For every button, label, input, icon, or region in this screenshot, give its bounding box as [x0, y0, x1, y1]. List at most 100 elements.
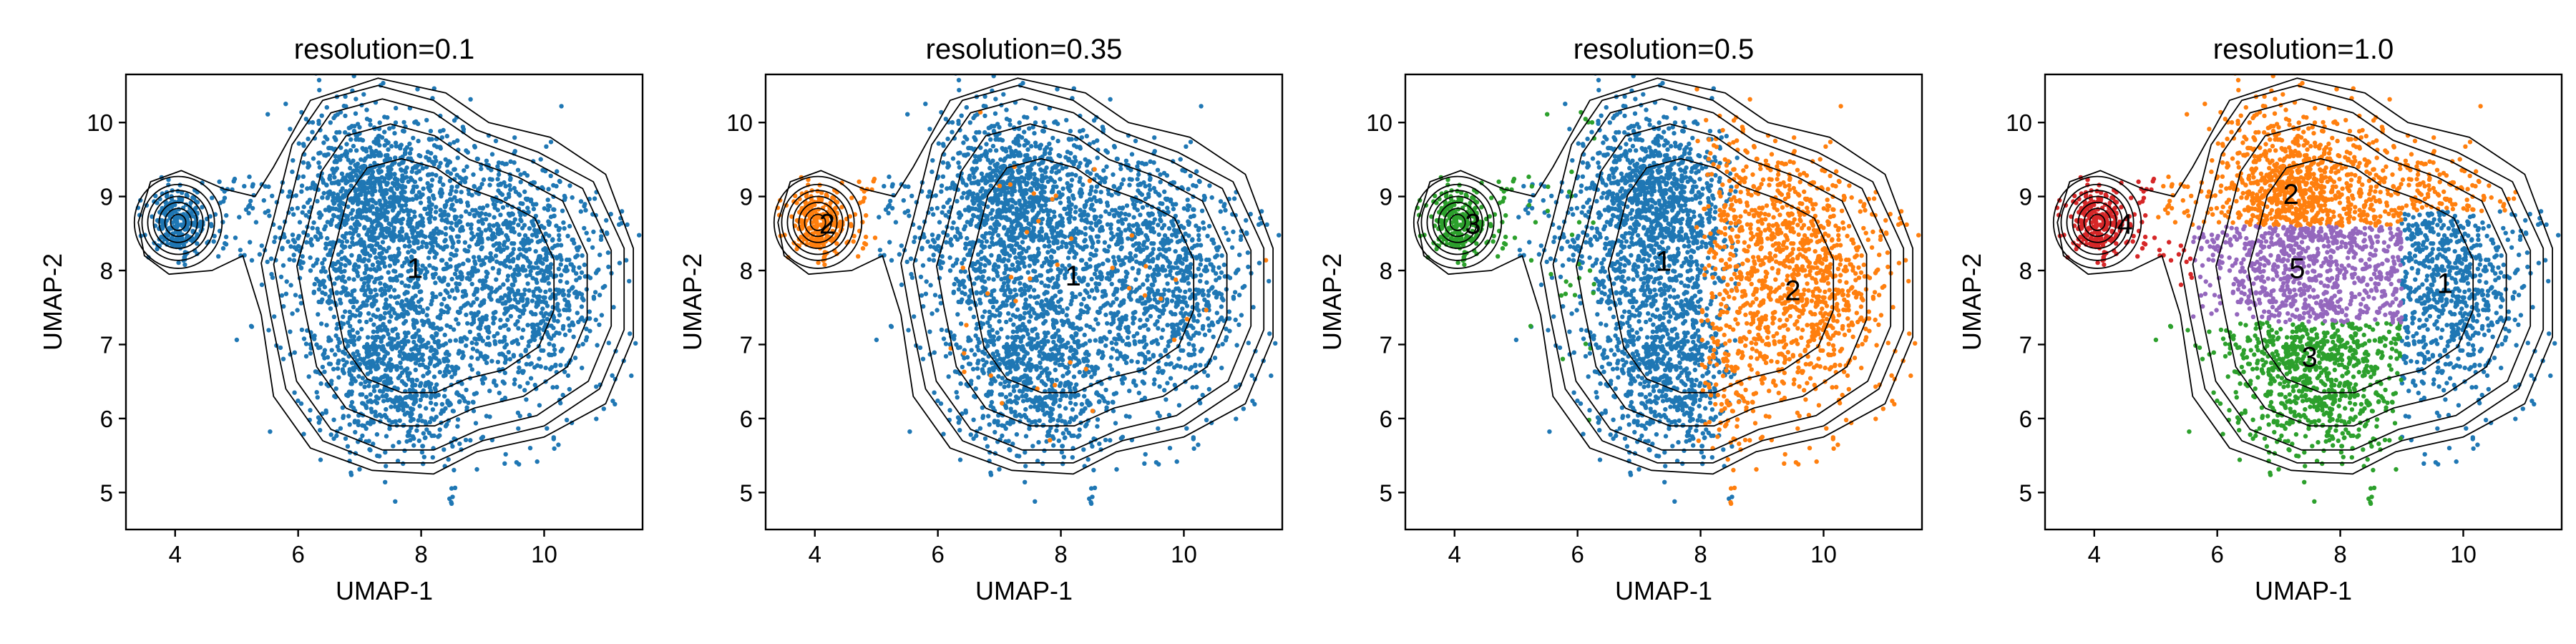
data-point	[324, 323, 329, 328]
data-point	[511, 353, 516, 358]
data-point	[407, 243, 412, 249]
data-point	[529, 361, 534, 366]
data-point	[392, 295, 398, 300]
data-point	[320, 177, 326, 182]
data-point	[476, 219, 482, 224]
data-point	[484, 313, 489, 318]
data-point	[220, 245, 226, 251]
data-point	[1078, 175, 1083, 181]
data-point	[429, 231, 434, 236]
data-point	[369, 168, 374, 173]
data-point	[993, 198, 999, 203]
data-point	[514, 263, 519, 269]
data-point	[391, 203, 396, 208]
data-point	[483, 212, 488, 217]
data-point	[996, 253, 1002, 259]
data-point	[371, 441, 376, 447]
data-point	[977, 155, 982, 160]
data-point	[334, 290, 339, 295]
data-point	[351, 242, 356, 247]
data-point	[994, 133, 1000, 138]
data-point	[991, 168, 996, 173]
data-point	[455, 417, 461, 422]
data-point	[1053, 367, 1058, 373]
data-point	[407, 429, 412, 434]
data-point	[280, 263, 286, 268]
data-point	[464, 343, 469, 348]
data-point	[403, 147, 408, 152]
data-point	[439, 230, 444, 235]
data-point	[1039, 370, 1045, 376]
data-point	[224, 213, 229, 218]
data-point	[379, 339, 384, 344]
data-point	[387, 200, 392, 205]
data-point	[416, 418, 421, 423]
data-point	[388, 165, 393, 170]
data-point	[1015, 177, 1020, 183]
data-point	[384, 406, 389, 412]
data-point	[301, 431, 306, 436]
data-point	[195, 200, 200, 205]
data-point	[493, 253, 499, 258]
data-point	[454, 184, 460, 189]
data-point	[263, 184, 268, 189]
data-point	[1089, 374, 1094, 379]
data-point	[403, 318, 409, 324]
data-point	[591, 294, 596, 300]
data-point	[288, 127, 293, 132]
data-point	[561, 323, 566, 329]
data-point	[463, 437, 469, 443]
data-point	[1041, 119, 1046, 125]
data-point	[570, 195, 575, 200]
data-point	[494, 383, 499, 388]
data-point	[1025, 152, 1030, 158]
data-point	[364, 107, 369, 112]
data-point	[369, 409, 374, 414]
data-point	[1040, 216, 1045, 222]
data-point	[416, 338, 422, 343]
data-point	[359, 277, 364, 282]
data-point	[316, 121, 321, 126]
data-point	[998, 381, 1003, 386]
data-point	[350, 199, 356, 204]
data-point	[610, 399, 615, 404]
data-point	[470, 346, 476, 351]
data-point	[366, 279, 371, 284]
data-point	[920, 263, 926, 268]
data-point	[398, 360, 403, 366]
data-point	[1053, 119, 1058, 125]
data-point	[311, 182, 316, 187]
data-point	[188, 200, 193, 205]
data-point	[343, 177, 348, 183]
data-point	[383, 208, 388, 213]
data-point	[247, 174, 252, 180]
data-point	[597, 293, 602, 298]
data-point	[428, 348, 434, 353]
data-point	[336, 358, 341, 364]
data-point	[329, 180, 334, 185]
data-point	[159, 234, 164, 240]
data-point	[960, 177, 965, 182]
data-point	[367, 218, 373, 223]
data-point	[1055, 418, 1060, 423]
data-point	[392, 261, 397, 266]
data-point	[413, 367, 418, 373]
data-point	[310, 119, 316, 125]
data-point	[432, 230, 437, 235]
data-point	[312, 336, 317, 341]
data-point	[571, 334, 576, 339]
data-point	[1071, 162, 1076, 167]
data-point	[1023, 464, 1028, 469]
data-point	[294, 247, 299, 252]
data-point	[357, 361, 363, 366]
data-point	[497, 245, 502, 250]
data-point	[356, 258, 361, 263]
data-point	[489, 255, 494, 260]
data-point	[348, 211, 353, 216]
data-point	[384, 248, 389, 254]
data-point	[335, 344, 340, 349]
data-point	[443, 351, 449, 356]
data-point	[998, 157, 1003, 162]
data-point	[1027, 204, 1033, 209]
data-point	[378, 188, 383, 193]
